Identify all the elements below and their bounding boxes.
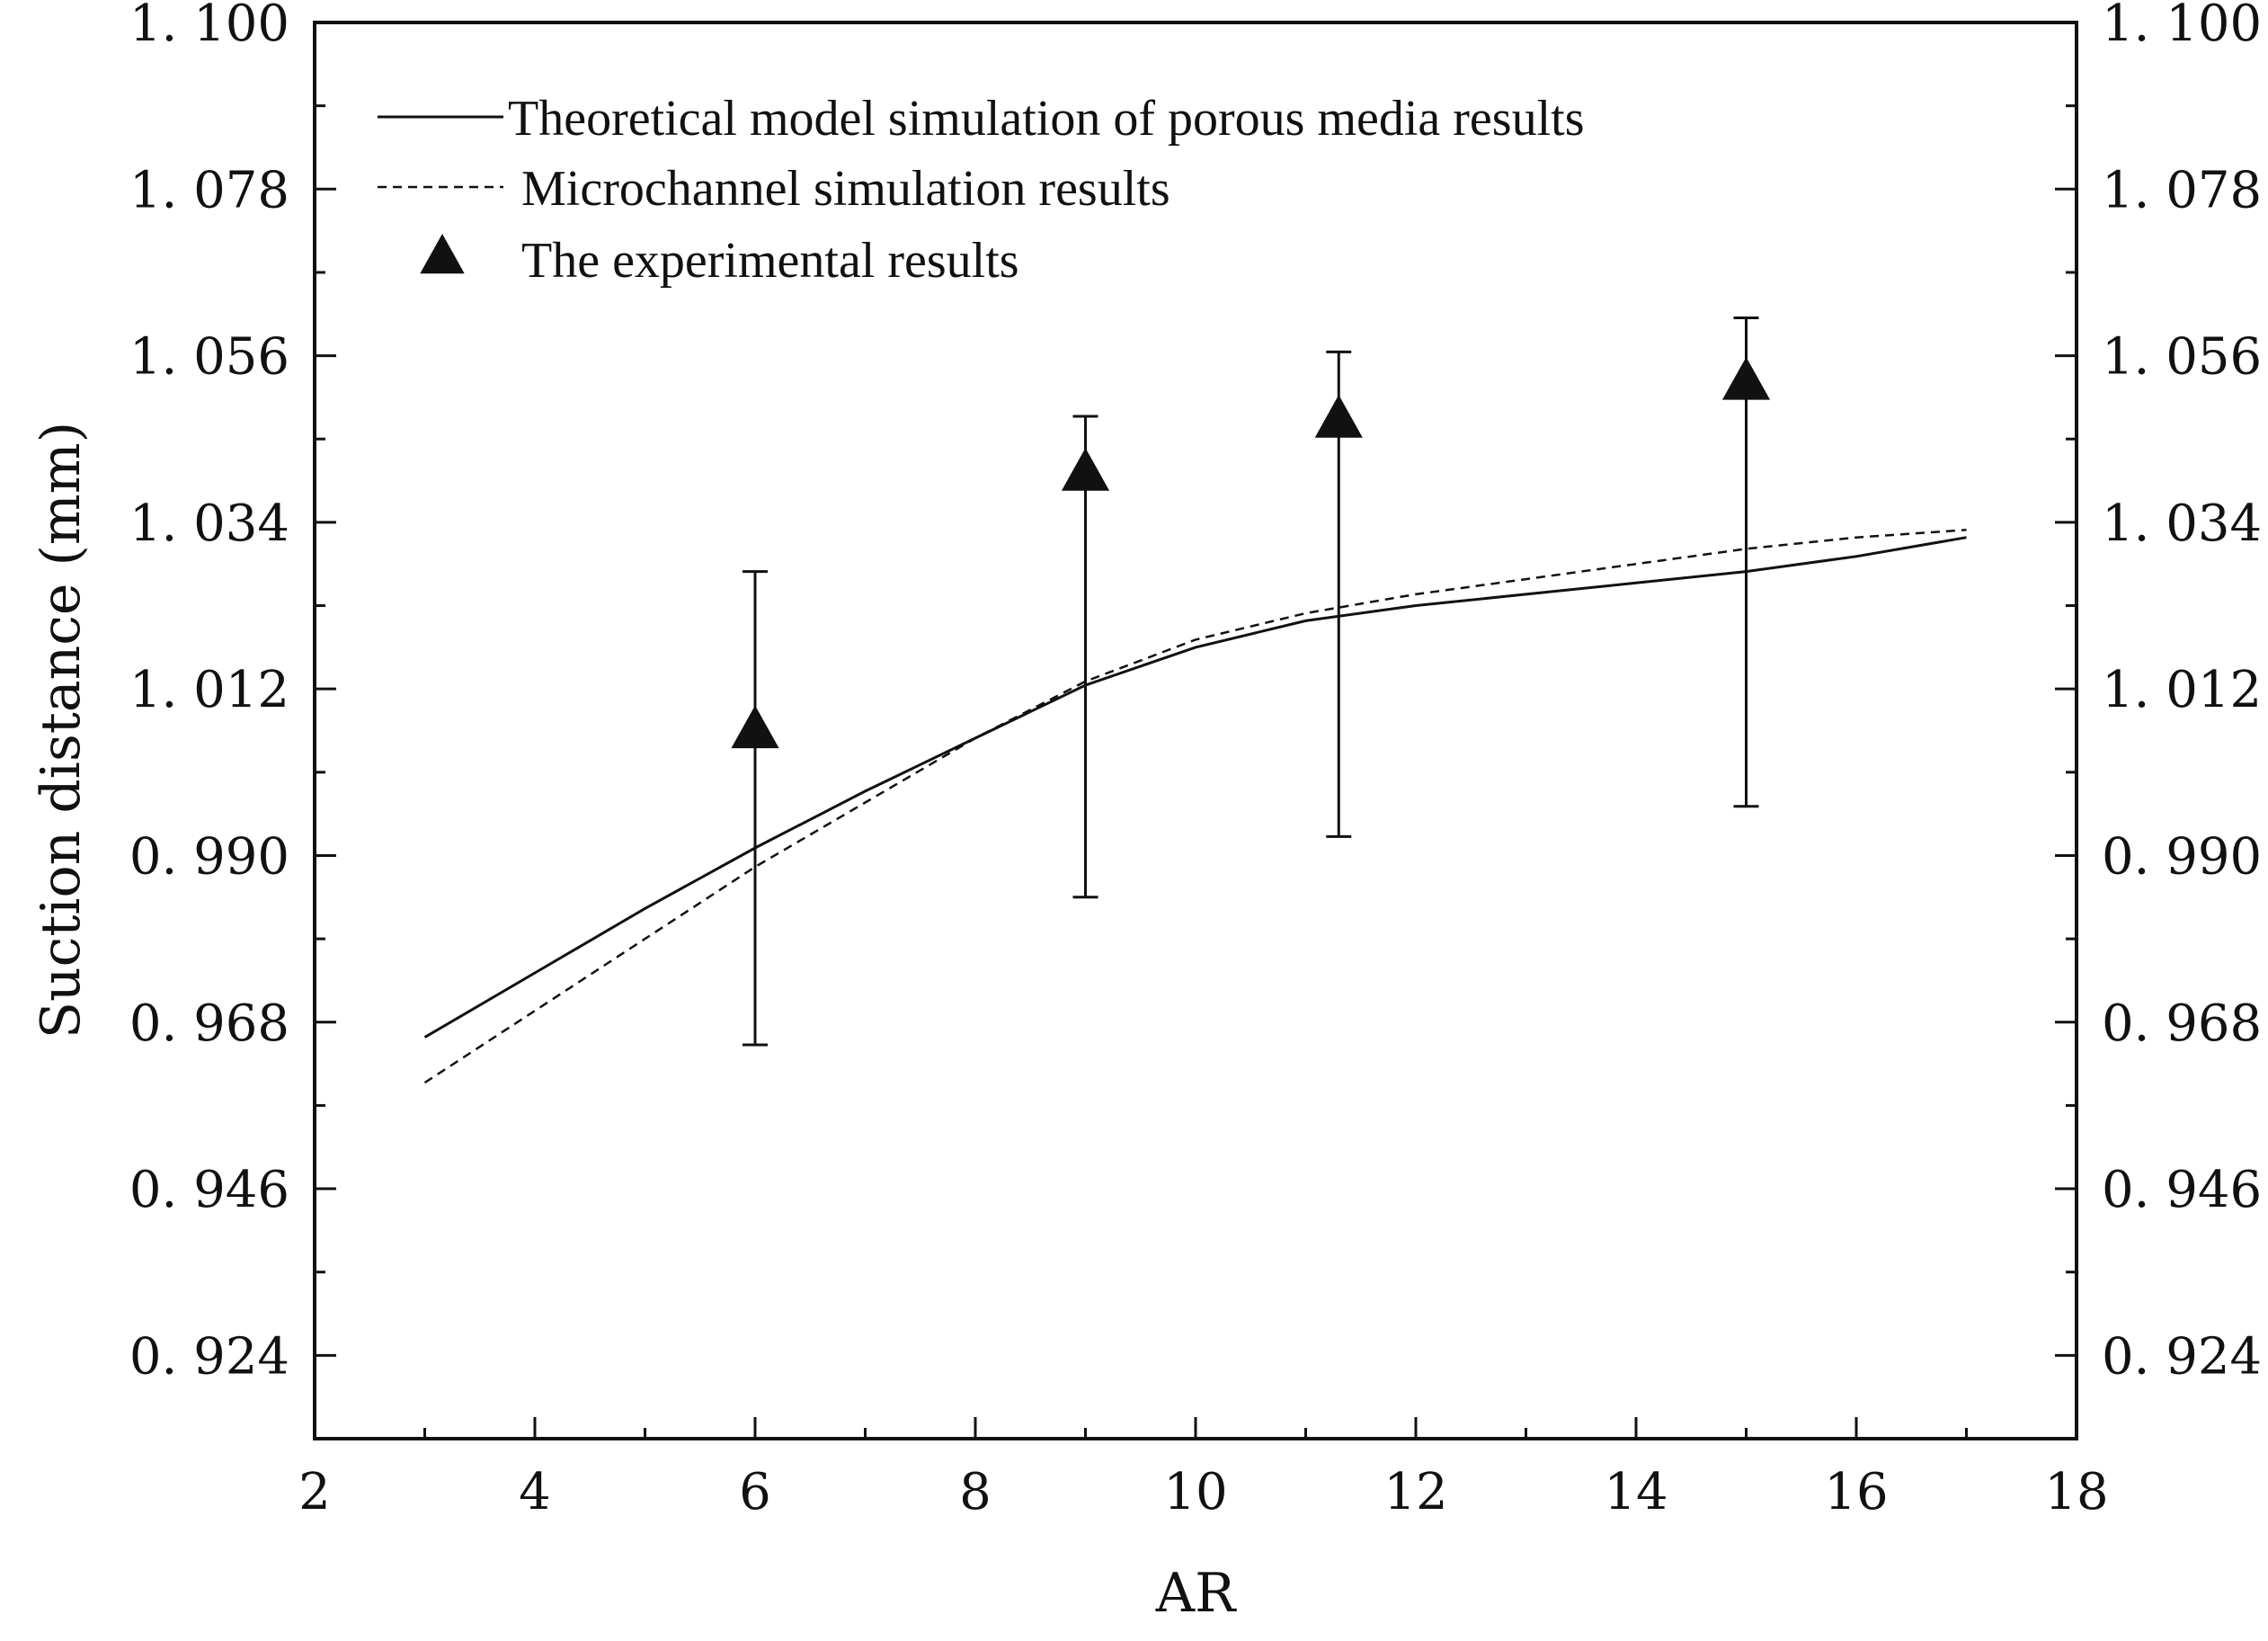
x-tick-label: 14: [1604, 1463, 1668, 1521]
legend-label-theoretical: Theoretical model simulation of porous m…: [508, 91, 1585, 147]
y-tick-label-left: 0. 990: [129, 827, 289, 886]
x-tick-label: 18: [2044, 1463, 2108, 1521]
y-tick-label-left: 1. 100: [129, 0, 289, 53]
x-tick-label: 4: [519, 1463, 551, 1521]
theoretical-model-line: [423, 536, 1967, 1039]
y-axis-title: Suction distance (mm): [30, 422, 93, 1039]
y-tick-label-right: 1. 100: [2102, 0, 2262, 53]
y-tick-label-right: 1. 078: [2102, 161, 2262, 219]
experimental-point: [731, 705, 779, 749]
y-tick-label-right: 1. 012: [2102, 661, 2262, 719]
x-tick-label: 2: [298, 1463, 331, 1521]
experimental-point: [1061, 448, 1110, 491]
y-tick-label-left: 1. 078: [129, 161, 289, 219]
legend-marker-triangle: [420, 234, 465, 274]
y-tick-label-right: 0. 946: [2102, 1161, 2262, 1219]
x-tick-label: 16: [1824, 1463, 1888, 1521]
y-tick-label-left: 0. 968: [129, 994, 289, 1053]
y-tick-label-left: 0. 946: [129, 1161, 289, 1219]
y-tick-label-left: 0. 924: [129, 1327, 289, 1386]
axis-ticks: [313, 21, 2078, 1439]
legend-label-experimental: The experimental results: [521, 233, 1019, 289]
y-tick-label-left: 1. 034: [129, 495, 289, 553]
y-tick-label-right: 1. 056: [2102, 328, 2262, 387]
x-axis-title: AR: [1155, 1562, 1237, 1625]
y-tick-label-right: 0. 990: [2102, 827, 2262, 886]
microchannel-sim-line: [423, 529, 1967, 1084]
legend-label-microchannel: Microchannel simulation results: [521, 161, 1170, 217]
data-series: [423, 316, 1967, 1084]
x-tick-label: 8: [959, 1463, 992, 1521]
y-tick-label-left: 1. 056: [129, 328, 289, 387]
experimental-point: [1314, 395, 1363, 438]
x-tick-label: 12: [1383, 1463, 1447, 1521]
x-tick-label: 6: [739, 1463, 771, 1521]
y-tick-label-left: 1. 012: [129, 661, 289, 719]
experimental-point: [1721, 357, 1771, 400]
legend: Theoretical model simulation of porous m…: [378, 91, 1585, 289]
x-tick-label: 10: [1163, 1463, 1227, 1521]
tick-labels: 2 4 6 8 10 12 14 16 18 0. 924 0. 924 0. 946 0. 946 0.…: [129, 0, 2262, 1521]
y-tick-label-right: 0. 968: [2102, 994, 2262, 1053]
y-tick-label-right: 1. 034: [2102, 495, 2262, 553]
y-tick-label-right: 0. 924: [2102, 1327, 2262, 1386]
